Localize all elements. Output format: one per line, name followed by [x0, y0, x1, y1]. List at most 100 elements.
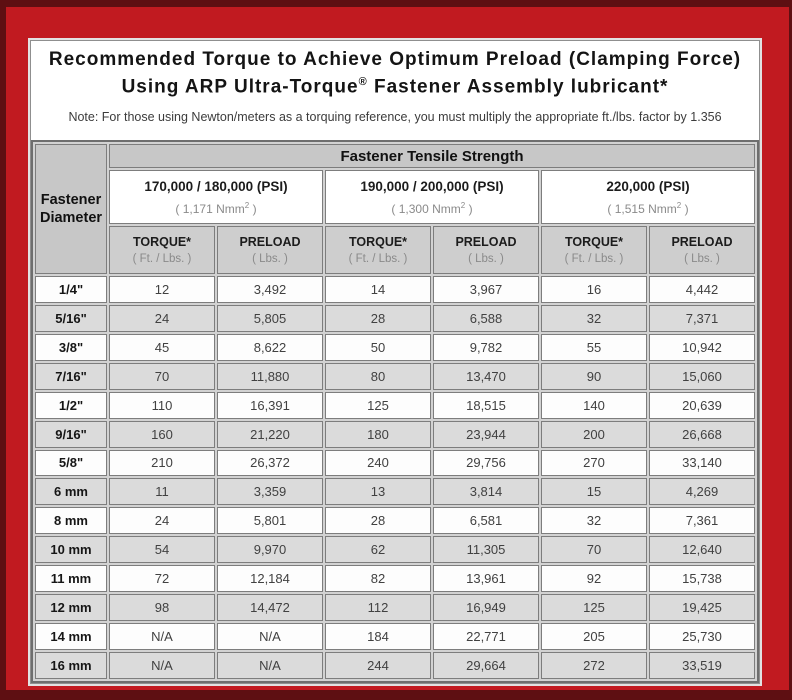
fastener-diameter-header: Fastener Diameter	[35, 144, 107, 274]
preload-value-cell: 10,942	[649, 333, 755, 361]
psi-value: 220,000 (PSI)	[606, 178, 690, 194]
preload-value-cell: 13,961	[433, 565, 539, 593]
torque-value-cell: 125	[325, 391, 431, 419]
nmm-pre: ( 1,300 Nmm	[391, 201, 461, 216]
preload-column-header: PRELOAD ( Lbs. )	[649, 226, 755, 274]
nmm-sup: 2	[460, 200, 466, 210]
nmm-post: )	[465, 201, 473, 216]
table-row: 8 mm 24 5,801 28 6,581 32 7,361	[35, 507, 755, 535]
torque-value-cell: 160	[109, 420, 215, 448]
preload-value-cell: 4,269	[649, 478, 755, 506]
preload-units: ( Lbs. )	[252, 253, 288, 265]
torque-value-cell: 62	[325, 536, 431, 564]
torque-value-cell: 92	[541, 565, 647, 593]
preload-value-cell: 15,060	[649, 362, 755, 390]
torque-units: ( Ft. / Lbs. )	[348, 253, 408, 265]
preload-value-cell: 33,140	[649, 449, 755, 477]
preload-value-cell: 9,970	[217, 536, 323, 564]
torque-value-cell: 70	[109, 362, 215, 390]
preload-value-cell: 3,814	[433, 478, 539, 506]
torque-value-cell: 45	[109, 333, 215, 361]
preload-value-cell: 29,664	[433, 651, 539, 679]
preload-value-cell: 11,305	[433, 536, 539, 564]
preload-value-cell: N/A	[217, 651, 323, 679]
torque-value-cell: 12	[109, 276, 215, 303]
preload-label: PRELOAD	[455, 235, 517, 249]
psi-value: 190,000 / 200,000 (PSI)	[360, 178, 504, 194]
torque-value-cell: N/A	[109, 651, 215, 679]
preload-value-cell: 12,640	[649, 536, 755, 564]
torque-value-cell: 110	[109, 391, 215, 419]
psi-header-170-180: 170,000 / 180,000 (PSI) ( 1,171 Nmm2 )	[109, 170, 323, 224]
torque-value-cell: 28	[325, 304, 431, 332]
torque-table: Fastener Diameter Fastener Tensile Stren…	[31, 140, 759, 683]
table-row: 11 mm 72 12,184 82 13,961 92 15,738	[35, 565, 755, 593]
preload-units: ( Lbs. )	[468, 253, 504, 265]
table-row: 10 mm 54 9,970 62 11,305 70 12,640	[35, 536, 755, 564]
torque-value-cell: 210	[109, 449, 215, 477]
torque-value-cell: 240	[325, 449, 431, 477]
diameter-cell: 16 mm	[35, 651, 107, 679]
torque-units: ( Ft. / Lbs. )	[132, 253, 192, 265]
torque-value-cell: 82	[325, 565, 431, 593]
torque-value-cell: 13	[325, 478, 431, 506]
preload-value-cell: 13,470	[433, 362, 539, 390]
torque-value-cell: 32	[541, 304, 647, 332]
diameter-cell: 14 mm	[35, 623, 107, 650]
torque-value-cell: 11	[109, 478, 215, 506]
torque-label: TORQUE*	[348, 235, 408, 249]
torque-column-header: TORQUE* ( Ft. / Lbs. )	[541, 226, 647, 274]
torque-value-cell: 180	[325, 420, 431, 448]
table-row: 5/16" 24 5,805 28 6,588 32 7,371	[35, 304, 755, 332]
torque-value-cell: 70	[541, 536, 647, 564]
nmm-value: ( 1,515 Nmm2 )	[542, 201, 754, 216]
torque-value-cell: 32	[541, 507, 647, 535]
preload-label: PRELOAD	[671, 235, 733, 249]
preload-units: ( Lbs. )	[684, 253, 720, 265]
diameter-cell: 5/8"	[35, 449, 107, 477]
page-title: Recommended Torque to Achieve Optimum Pr…	[31, 41, 759, 98]
table-row: 5/8" 210 26,372 240 29,756 270 33,140	[35, 449, 755, 477]
torque-value-cell: 28	[325, 507, 431, 535]
torque-value-cell: 125	[541, 594, 647, 622]
nmm-post: )	[681, 201, 689, 216]
table-row: 6 mm 11 3,359 13 3,814 15 4,269	[35, 478, 755, 506]
torque-value-cell: 270	[541, 449, 647, 477]
title-line-2-post: Fastener Assembly lubricant*	[367, 76, 669, 98]
table-row: 1/4" 12 3,492 14 3,967 16 4,442	[35, 276, 755, 303]
table-row: 16 mm N/A N/A 244 29,664 272 33,519	[35, 651, 755, 679]
preload-value-cell: 25,730	[649, 623, 755, 650]
diameter-cell: 11 mm	[35, 565, 107, 593]
tensile-strength-row: Fastener Diameter Fastener Tensile Stren…	[35, 144, 755, 274]
table-row: 1/2" 110 16,391 125 18,515 140 20,639	[35, 391, 755, 419]
psi-value: 170,000 / 180,000 (PSI)	[144, 178, 288, 194]
torque-value-cell: 112	[325, 594, 431, 622]
torque-column-header: TORQUE* ( Ft. / Lbs. )	[109, 226, 215, 274]
preload-value-cell: 16,391	[217, 391, 323, 419]
torque-value-cell: 184	[325, 623, 431, 650]
preload-value-cell: 16,949	[433, 594, 539, 622]
preload-value-cell: 20,639	[649, 391, 755, 419]
nmm-value: ( 1,300 Nmm2 )	[326, 201, 538, 216]
diameter-cell: 1/4"	[35, 276, 107, 303]
nmm-pre: ( 1,171 Nmm	[175, 201, 245, 216]
preload-value-cell: 3,967	[433, 276, 539, 303]
torque-value-cell: 272	[541, 651, 647, 679]
title-line-2-pre: Using ARP Ultra-Torque	[121, 76, 359, 98]
table-row: 12 mm 98 14,472 112 16,949 125 19,425	[35, 594, 755, 622]
table-row: 3/8" 45 8,622 50 9,782 55 10,942	[35, 333, 755, 361]
preload-value-cell: 12,184	[217, 565, 323, 593]
preload-value-cell: 6,581	[433, 507, 539, 535]
torque-value-cell: 16	[541, 276, 647, 303]
torque-column-header: TORQUE* ( Ft. / Lbs. )	[325, 226, 431, 274]
diameter-cell: 6 mm	[35, 478, 107, 506]
torque-value-cell: 54	[109, 536, 215, 564]
preload-value-cell: N/A	[217, 623, 323, 650]
preload-value-cell: 18,515	[433, 391, 539, 419]
torque-value-cell: 200	[541, 420, 647, 448]
torque-value-cell: 244	[325, 651, 431, 679]
diameter-cell: 8 mm	[35, 507, 107, 535]
torque-table-area: Fastener Diameter Fastener Tensile Stren…	[31, 140, 759, 683]
content-panel: Recommended Torque to Achieve Optimum Pr…	[28, 38, 762, 686]
